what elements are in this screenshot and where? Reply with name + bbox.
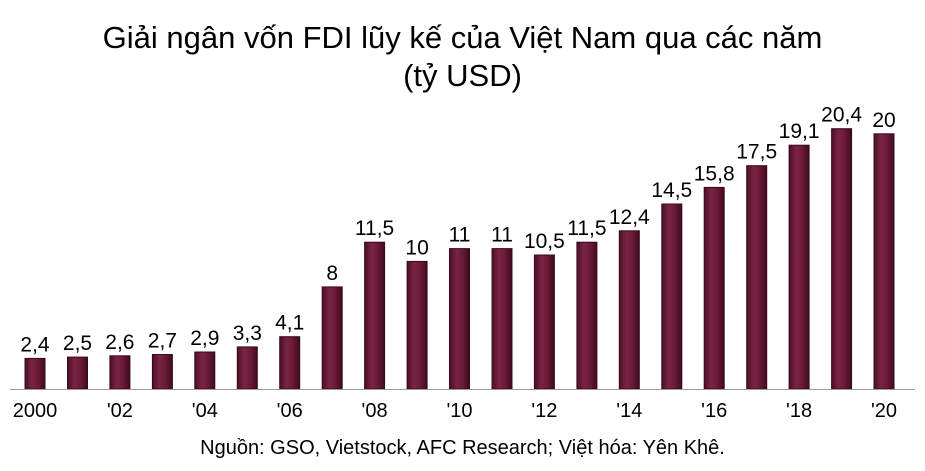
value-label-9: 10 — [405, 236, 428, 259]
value-label-1: 2,5 — [63, 332, 92, 355]
bar-0 — [24, 357, 46, 390]
value-label-7: 8 — [326, 262, 338, 285]
bar-3 — [151, 354, 173, 390]
bar-18 — [788, 144, 810, 390]
bar-2 — [109, 355, 131, 390]
bar-10 — [449, 248, 470, 390]
x-tick-label-0: 2000 — [13, 400, 58, 422]
bar-17 — [746, 165, 768, 390]
value-label-11: 11 — [491, 224, 513, 247]
bar-15 — [661, 203, 683, 390]
bar-9 — [406, 260, 428, 390]
value-label-12: 10,5 — [524, 230, 565, 253]
x-tick-label-14: '14 — [616, 400, 642, 422]
bar-14 — [618, 230, 640, 390]
value-label-18: 19,1 — [779, 120, 820, 143]
value-label-13: 11,5 — [567, 217, 606, 240]
x-tick-label-16: '16 — [701, 400, 727, 422]
value-label-3: 2,7 — [148, 330, 177, 353]
source-note: Nguồn: GSO, Vietstock, AFC Research; Việ… — [200, 437, 725, 459]
value-label-5: 3,3 — [233, 322, 262, 345]
x-tick-label-18: '18 — [786, 400, 812, 422]
bar-5 — [236, 346, 258, 390]
value-label-0: 2,4 — [20, 333, 50, 356]
value-label-6: 4,1 — [275, 312, 304, 335]
bar-8 — [364, 241, 386, 390]
value-label-19: 20,4 — [821, 104, 862, 127]
bar-6 — [279, 336, 301, 390]
x-tick-label-4: '04 — [192, 400, 218, 422]
value-label-14: 12,4 — [609, 206, 650, 229]
bar-11 — [491, 248, 513, 390]
bars-group — [24, 128, 895, 390]
chart-subtitle-unit: (tỷ USD) — [403, 58, 522, 93]
value-label-2: 2,6 — [105, 331, 134, 354]
x-tick-label-12: '12 — [531, 400, 557, 422]
bar-1 — [67, 356, 88, 390]
bar-12 — [533, 254, 555, 390]
value-label-8: 11,5 — [355, 217, 394, 240]
value-label-4: 2,9 — [190, 327, 219, 350]
value-label-20: 20 — [872, 109, 895, 132]
value-label-10: 11 — [449, 224, 471, 247]
bar-19 — [831, 128, 853, 390]
x-tick-label-2: '02 — [107, 400, 133, 422]
x-tick-label-20: '20 — [871, 400, 897, 422]
bar-7 — [321, 286, 343, 390]
x-tick-labels-group: 2000 '02 '04 '06 '08 '10 '12 '14 '16 '18 '20 — [13, 400, 897, 422]
value-label-15: 14,5 — [651, 179, 692, 202]
bar-4 — [194, 351, 216, 390]
value-label-16: 15,8 — [694, 162, 735, 185]
chart-title: Giải ngân vốn FDI lũy kế của Việt Nam qu… — [102, 20, 823, 55]
x-tick-label-8: '08 — [362, 400, 388, 422]
x-tick-label-6: '06 — [277, 400, 303, 422]
x-tick-label-10: '10 — [446, 400, 472, 422]
bar-20 — [873, 133, 895, 390]
value-label-17: 17,5 — [736, 141, 777, 164]
bar-13 — [576, 241, 598, 390]
bar-16 — [703, 186, 725, 390]
